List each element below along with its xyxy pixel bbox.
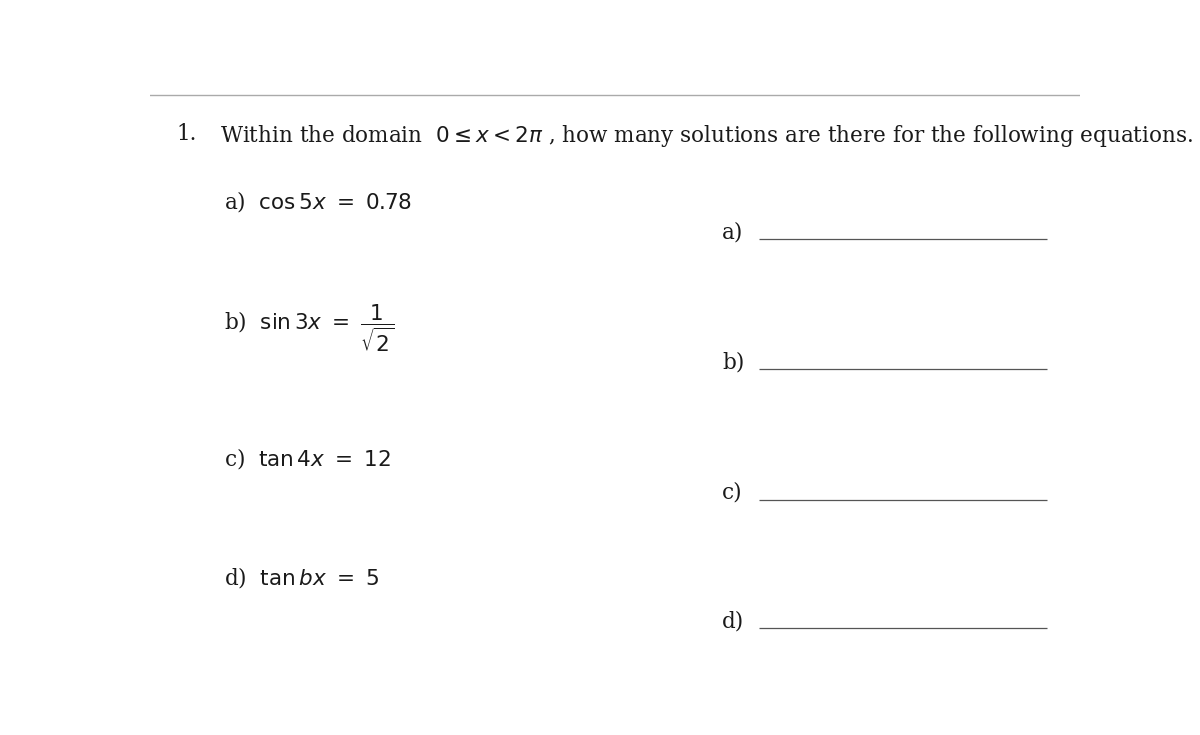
Text: b): b) bbox=[722, 351, 744, 373]
Text: d)  $\tan bx \ = \ 5$: d) $\tan bx \ = \ 5$ bbox=[224, 565, 379, 590]
Text: c)  $\tan 4x \ = \ 12$: c) $\tan 4x \ = \ 12$ bbox=[224, 446, 391, 471]
Text: a): a) bbox=[722, 221, 743, 243]
Text: d): d) bbox=[722, 610, 744, 632]
Text: c): c) bbox=[722, 482, 743, 504]
Text: b)  $\sin 3x \ = \ \dfrac{1}{\sqrt{2}}$: b) $\sin 3x \ = \ \dfrac{1}{\sqrt{2}}$ bbox=[224, 303, 395, 354]
Text: a)  $\cos 5x \ = \ 0.78$: a) $\cos 5x \ = \ 0.78$ bbox=[224, 189, 413, 214]
Text: 1.: 1. bbox=[176, 123, 197, 146]
Text: Within the domain  $0 \leq x < 2\pi$ , how many solutions are there for the foll: Within the domain $0 \leq x < 2\pi$ , ho… bbox=[220, 123, 1193, 149]
